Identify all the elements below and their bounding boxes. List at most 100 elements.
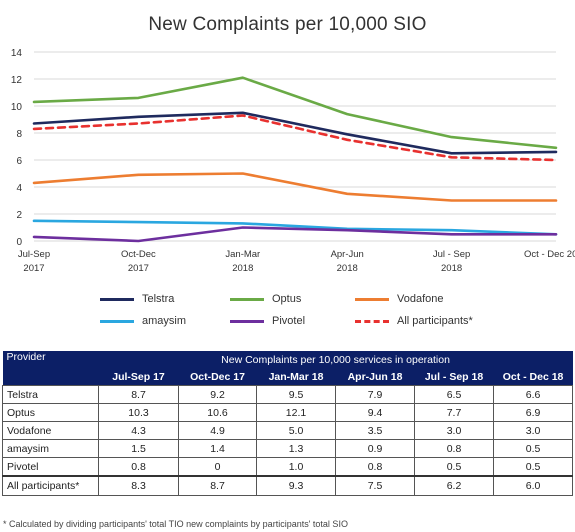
legend-swatch: [100, 297, 134, 301]
table-row: amaysim 1.5 1.4 1.3 0.9 0.8 0.5: [2, 439, 574, 458]
table-cell: 0: [178, 457, 257, 477]
x-tick-label: 2018: [232, 263, 253, 274]
table-cell: 6.6: [492, 385, 574, 404]
line-chart: New Complaints per 10,000 SIO 0 2 4 6 8 10 12 1…: [11, 14, 575, 327]
table-cell: 0.8: [335, 457, 415, 477]
column-header: Jul - Sep 18: [414, 368, 494, 386]
legend-label: Optus: [272, 293, 302, 305]
table-row: Vodafone 4.3 4.9 5.0 3.5 3.0 3.0: [2, 421, 574, 440]
legend-label: Vodafone: [397, 293, 444, 305]
y-tick-label: 0: [16, 237, 22, 248]
table-cell: 6.9: [492, 403, 574, 422]
table-cell: 0.9: [335, 439, 415, 458]
table-cell: 8.7: [98, 385, 179, 404]
table-cell: 1.4: [178, 439, 257, 458]
table-cell: 0.8: [414, 439, 494, 458]
table-cell: 5.0: [256, 421, 336, 440]
table-cell: 3.0: [414, 421, 494, 440]
table-cell: 0.5: [492, 439, 574, 458]
table-cell: 1.3: [256, 439, 336, 458]
legend-swatch: [355, 297, 389, 301]
table-cell: 6.2: [414, 475, 494, 496]
legend-label: Telstra: [142, 293, 175, 305]
table-cell: 1.5: [98, 439, 179, 458]
table-cell: 8.7: [178, 475, 257, 496]
table-cell: 6.0: [492, 475, 574, 496]
table-cell: 9.4: [335, 403, 415, 422]
group-header: New Complaints per 10,000 services in op…: [98, 351, 573, 368]
data-table: Provider New Complaints per 10,000 servi…: [2, 351, 574, 496]
table-cell: 0.8: [98, 457, 179, 477]
chart-title: New Complaints per 10,000 SIO: [148, 14, 427, 35]
legend-label: amaysim: [142, 315, 187, 327]
legend-item-telstra: Telstra: [100, 293, 174, 305]
legend-swatch: [355, 319, 389, 323]
table-total-row: All participants* 8.3 8.7 9.3 7.5 6.2 6.…: [2, 475, 574, 496]
x-tick-label: Jul - Sep: [433, 249, 471, 260]
x-tick-label: 2018: [441, 263, 462, 274]
table-cell: 7.9: [335, 385, 415, 404]
footnote: * Calculated by dividing participants' t…: [3, 519, 348, 529]
row-label: All participants*: [2, 475, 99, 496]
row-label: amaysim: [2, 439, 99, 458]
legend-item-pivotel: Pivotel: [230, 315, 305, 327]
table-row: Optus 10.3 10.6 12.1 9.4 7.7 6.9: [2, 403, 574, 422]
series-line-pivotel: [32, 226, 558, 243]
y-tick-label: 8: [16, 129, 22, 140]
y-tick-label: 6: [16, 156, 22, 167]
y-tick-label: 14: [11, 48, 23, 59]
series-line-telstra: [32, 111, 558, 155]
table-cell: 0.5: [492, 457, 574, 477]
legend-swatch: [230, 319, 264, 323]
legend-label: All participants*: [397, 315, 473, 327]
table-cell: 0.5: [414, 457, 494, 477]
table-row: Telstra 8.7 9.2 9.5 7.9 6.5 6.6: [2, 385, 574, 404]
legend-swatch: [100, 319, 134, 323]
y-tick-label: 12: [11, 75, 23, 86]
table-cell: 3.0: [492, 421, 574, 440]
legend-label: Pivotel: [272, 315, 306, 327]
series-line-vodafone: [32, 172, 558, 202]
table-cell: 10.6: [178, 403, 257, 422]
table-cell: 7.5: [335, 475, 415, 496]
series-line-optus: [32, 76, 558, 150]
table-cell: 4.9: [178, 421, 257, 440]
row-label: Telstra: [2, 385, 99, 404]
column-header: Apr-Jun 18: [335, 368, 415, 386]
series-line-all-participants: [32, 114, 558, 162]
y-tick-label: 4: [16, 183, 22, 194]
series-line-amaysim: [32, 219, 558, 236]
column-header: Oct-Dec 17: [178, 368, 257, 386]
chart-plot: 0 2 4 6 8 10 12 14 Jul-Sep 2017 Oct-Dec 2017 Jan-Mar…: [11, 48, 575, 274]
legend-swatch: [230, 297, 264, 301]
x-tick-label: 2017: [23, 263, 44, 274]
x-tick-label: Jul-Sep: [18, 249, 50, 260]
table-cell: 9.2: [178, 385, 257, 404]
x-tick-label: Oct-Dec: [121, 249, 156, 260]
column-header: Jul-Sep 17: [98, 368, 179, 386]
table-cell: 7.7: [414, 403, 494, 422]
legend-item-amaysim: amaysim: [100, 315, 186, 327]
legend-item-optus: Optus: [230, 293, 301, 305]
column-header: Jan-Mar 18: [256, 368, 336, 386]
table-cell: 4.3: [98, 421, 179, 440]
row-label: Optus: [2, 403, 99, 422]
table-row: Pivotel 0.8 0 1.0 0.8 0.5 0.5: [2, 457, 574, 477]
x-tick-label: 2017: [128, 263, 149, 274]
row-label: Pivotel: [2, 457, 99, 477]
x-tick-label: Jan-Mar: [225, 249, 260, 260]
table-cell: 8.3: [98, 475, 179, 496]
legend-item-vodafone: Vodafone: [355, 293, 444, 305]
table-cell: 9.5: [256, 385, 336, 404]
x-tick-label: Apr-Jun: [331, 249, 364, 260]
y-tick-label: 2: [16, 210, 22, 221]
legend-item-all-participants: All participants*: [355, 315, 473, 327]
table-cell: 3.5: [335, 421, 415, 440]
column-header: Oct - Dec 18: [493, 368, 573, 386]
table-cell: 6.5: [414, 385, 494, 404]
row-label: Vodafone: [2, 421, 99, 440]
x-tick-label: 2018: [337, 263, 358, 274]
table-cell: 12.1: [256, 403, 336, 422]
x-tick-label: Oct - Dec 2018: [524, 249, 575, 260]
table-cell: 1.0: [256, 457, 336, 477]
